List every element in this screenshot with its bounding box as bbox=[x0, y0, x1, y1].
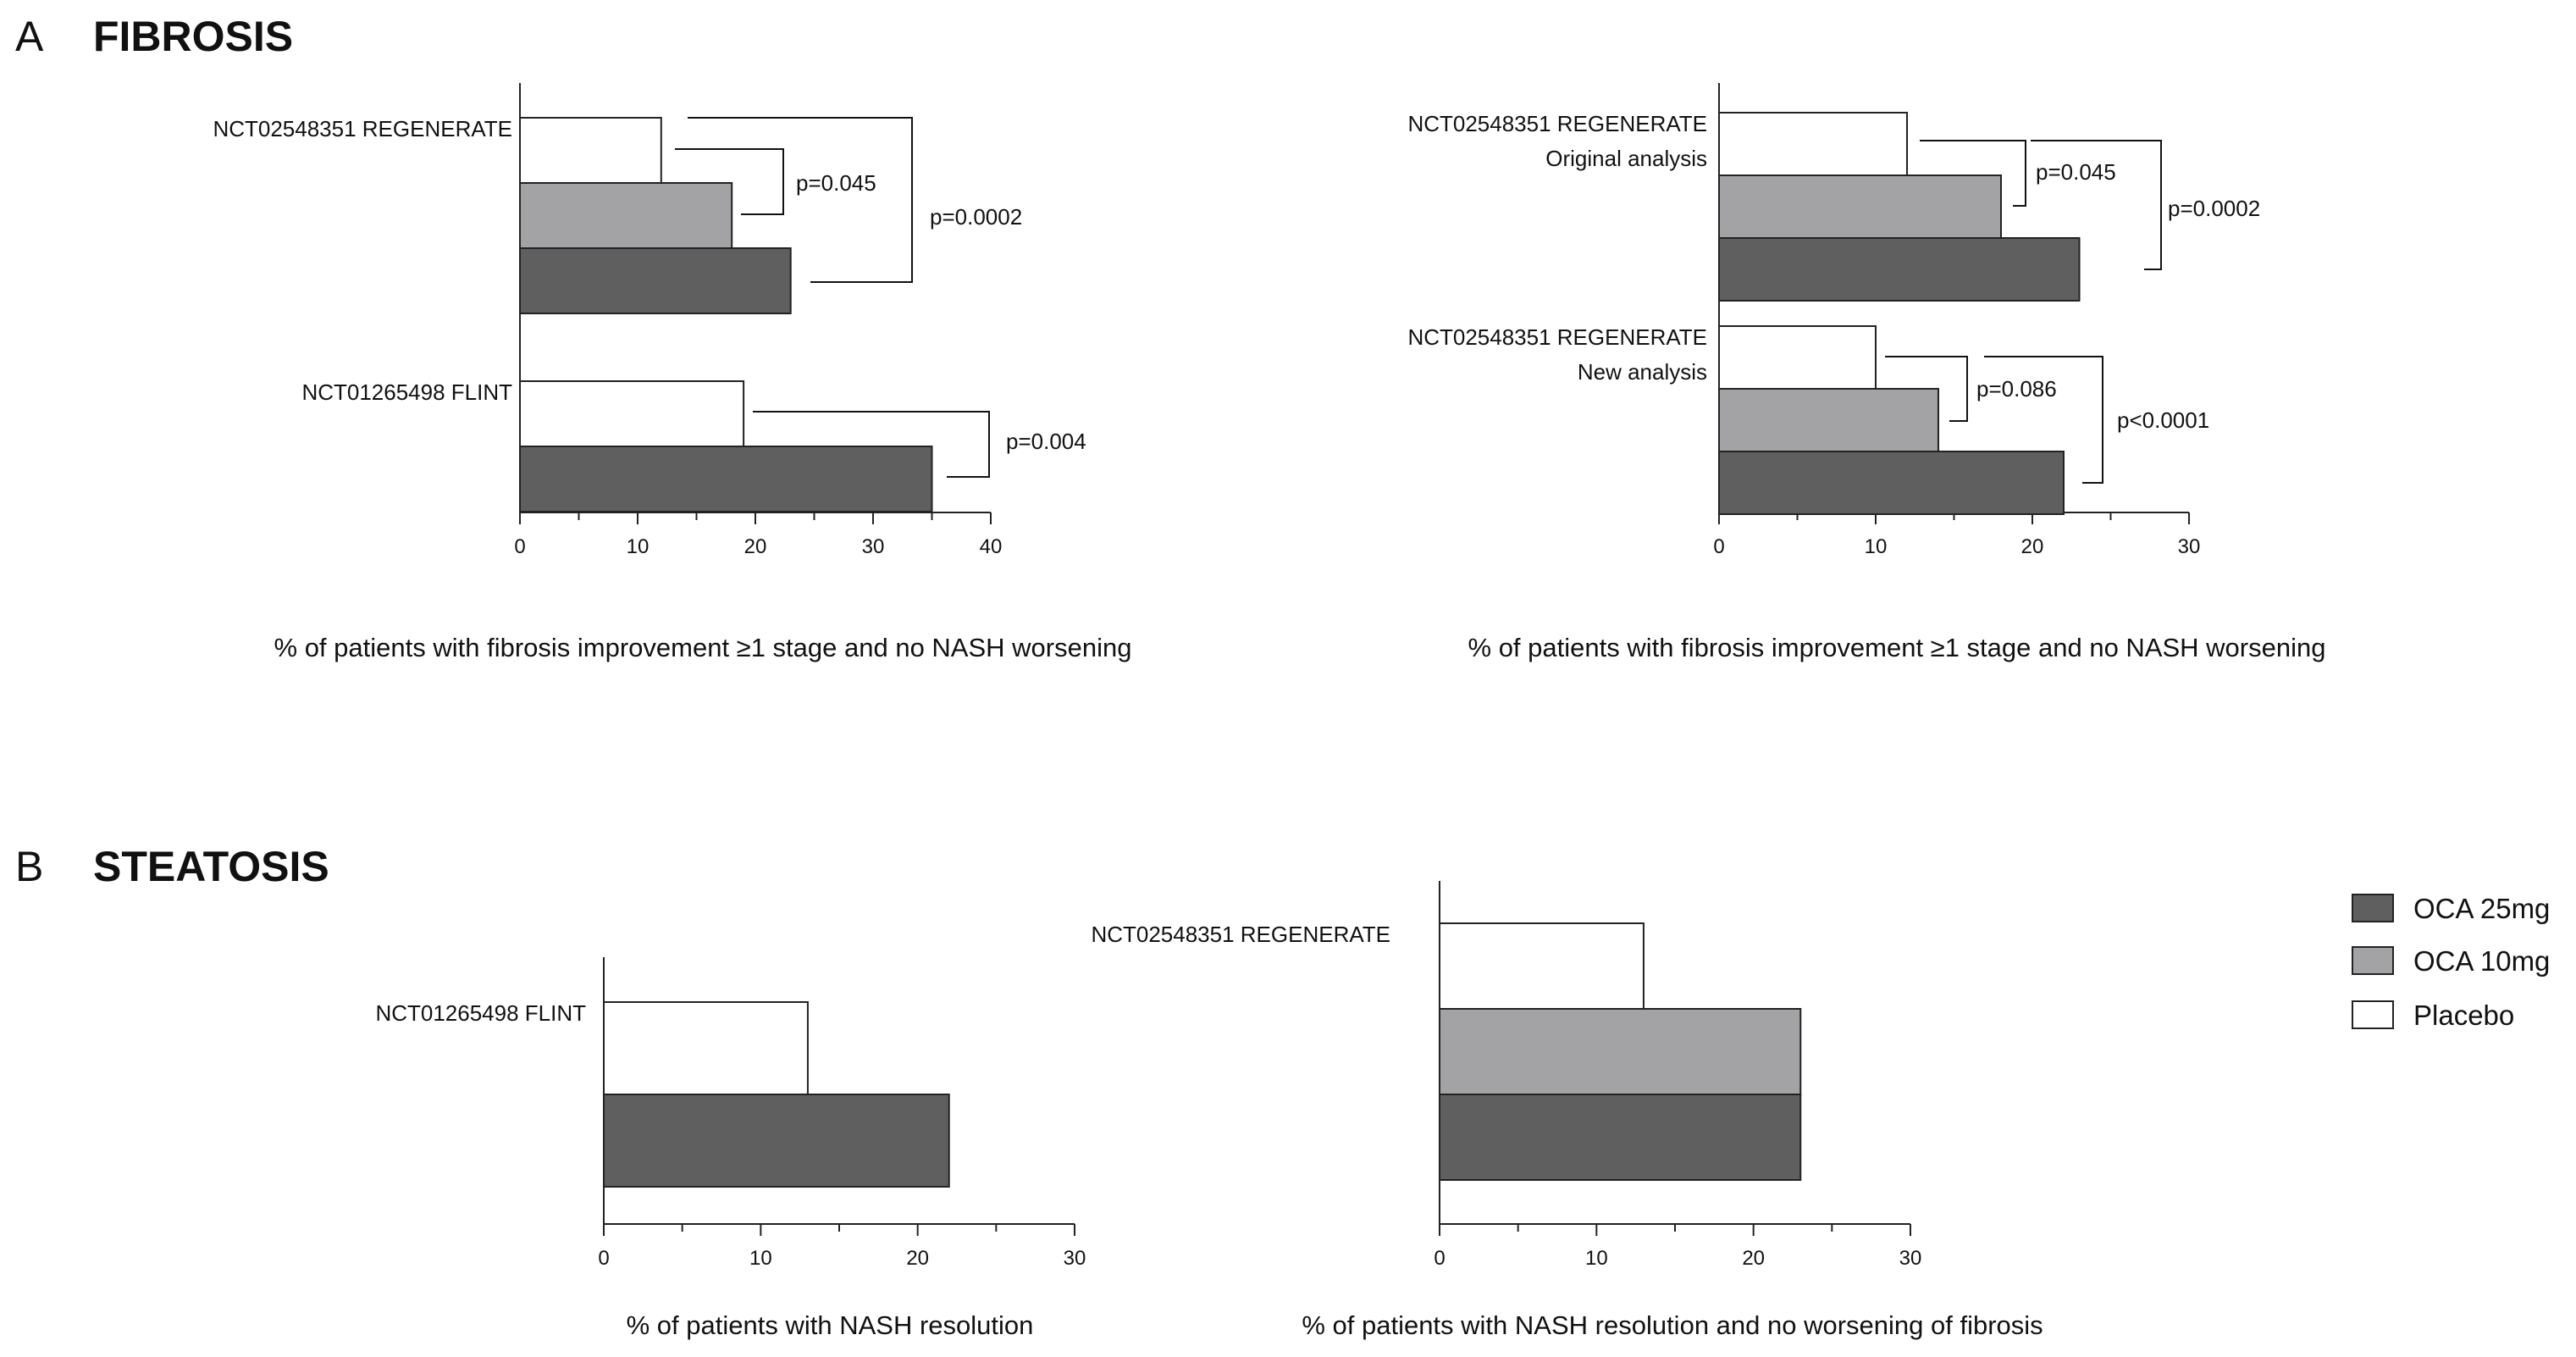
legend-swatch-oca-25mg bbox=[2352, 894, 2394, 922]
pvalue-label: p=0.0002 bbox=[2168, 196, 2260, 221]
pvalue-label: p<0.0001 bbox=[2117, 407, 2209, 433]
category-label: NCT02548351 REGENERATE bbox=[213, 116, 512, 141]
sig-brackets-chart-1 bbox=[1885, 140, 2162, 484]
x-tick-label: 30 bbox=[1899, 1247, 1922, 1270]
x-tick-label: 30 bbox=[1064, 1247, 1086, 1270]
bracket-p-00002 bbox=[2031, 140, 2162, 270]
chart-fibrosis-left: 0 10 20 30 40 % of patients with fibrosis imp… bbox=[213, 83, 1131, 662]
x-axis-label: % of patients with fibrosis improvement … bbox=[1468, 633, 2326, 662]
pvalue-label: p=0.004 bbox=[1006, 429, 1086, 454]
x-tick-label: 40 bbox=[980, 535, 1003, 558]
bracket-p-0045 bbox=[675, 148, 784, 215]
bar-placebo bbox=[519, 117, 662, 184]
bar-placebo bbox=[1439, 922, 1645, 1010]
bracket-p-00001 bbox=[1984, 356, 2103, 484]
bar-placebo bbox=[603, 1001, 809, 1095]
bar-oca-10mg bbox=[1718, 174, 2002, 239]
pvalue-label: p=0.045 bbox=[796, 170, 876, 196]
x-tick-label: 0 bbox=[598, 1247, 609, 1270]
bar-oca-10mg bbox=[519, 182, 733, 249]
chart-steatosis-right: 0 10 20 30 % of patients with NASH resolutio… bbox=[1091, 881, 2043, 1340]
x-tick-label: 0 bbox=[1713, 535, 1724, 558]
bar-placebo bbox=[1718, 112, 1908, 176]
bracket-p-0004 bbox=[753, 411, 990, 478]
section-b-title: STEATOSIS bbox=[93, 843, 329, 890]
category-label: NCT02548351 REGENERATE bbox=[1407, 324, 1707, 350]
x-tick-label: 20 bbox=[906, 1247, 929, 1270]
section-a-title: FIBROSIS bbox=[93, 13, 293, 60]
bar-oca-25mg bbox=[519, 446, 933, 512]
bar-placebo bbox=[1718, 325, 1877, 390]
x-tick-label: 0 bbox=[514, 535, 525, 558]
section-b-letter: B bbox=[15, 843, 43, 890]
category-label: NCT01265498 FLINT bbox=[375, 1000, 586, 1026]
pvalue-label: p=0.0002 bbox=[930, 204, 1022, 230]
x-tick-label: 30 bbox=[2178, 535, 2201, 558]
bracket-p-00002 bbox=[688, 117, 913, 283]
x-tick-label: 10 bbox=[627, 535, 650, 558]
pvalue-label: p=0.086 bbox=[1976, 376, 2057, 402]
category-sublabel: New analysis bbox=[1578, 359, 1707, 385]
legend-label-placebo: Placebo bbox=[2413, 1000, 2514, 1031]
legend: OCA 25mg OCA 10mg Placebo bbox=[2352, 893, 2550, 1031]
legend-label-oca-10mg: OCA 10mg bbox=[2413, 945, 2550, 977]
bar-oca-25mg bbox=[1718, 451, 2065, 515]
category-sublabel: Original analysis bbox=[1545, 146, 1707, 171]
x-tick-label: 30 bbox=[862, 535, 885, 558]
bar-oca-10mg bbox=[1718, 388, 1939, 452]
sig-brackets-chart-0 bbox=[675, 117, 990, 478]
bracket-p-0086 bbox=[1885, 356, 1968, 422]
x-tick-label: 20 bbox=[1742, 1247, 1765, 1270]
x-axis-label: % of patients with NASH resolution and n… bbox=[1302, 1310, 2043, 1340]
legend-swatch-placebo bbox=[2352, 1000, 2394, 1029]
category-label: NCT02548351 REGENERATE bbox=[1407, 111, 1707, 136]
pvalue-label: p=0.045 bbox=[2036, 159, 2116, 185]
bracket-p-0045 bbox=[1920, 140, 2026, 207]
category-label: NCT01265498 FLINT bbox=[301, 379, 512, 405]
x-axis-label: % of patients with fibrosis improvement … bbox=[274, 633, 1132, 662]
chart-fibrosis-right: 0 10 20 30 % of patients with fibrosis impro… bbox=[1407, 83, 2325, 662]
x-tick-label: 20 bbox=[2021, 535, 2044, 558]
bar-oca-25mg bbox=[603, 1094, 950, 1188]
legend-label-oca-25mg: OCA 25mg bbox=[2413, 893, 2550, 924]
chart-steatosis-left: 0 10 20 30 % of patients with NASH resolutio… bbox=[375, 957, 1086, 1340]
x-tick-label: 10 bbox=[1865, 535, 1888, 558]
bar-oca-25mg bbox=[1439, 1094, 1802, 1181]
legend-swatch-oca-10mg bbox=[2352, 946, 2394, 975]
bar-oca-25mg bbox=[519, 247, 792, 314]
bar-placebo bbox=[519, 380, 745, 447]
x-tick-label: 10 bbox=[1585, 1247, 1608, 1270]
bar-oca-25mg bbox=[1718, 237, 2081, 302]
x-tick-label: 10 bbox=[749, 1247, 772, 1270]
x-axis-label: % of patients with NASH resolution bbox=[627, 1310, 1034, 1340]
bar-oca-10mg bbox=[1439, 1008, 1802, 1095]
x-tick-label: 0 bbox=[1434, 1247, 1445, 1270]
section-a-letter: A bbox=[15, 13, 44, 60]
category-label: NCT02548351 REGENERATE bbox=[1091, 922, 1390, 947]
x-tick-label: 20 bbox=[744, 535, 767, 558]
